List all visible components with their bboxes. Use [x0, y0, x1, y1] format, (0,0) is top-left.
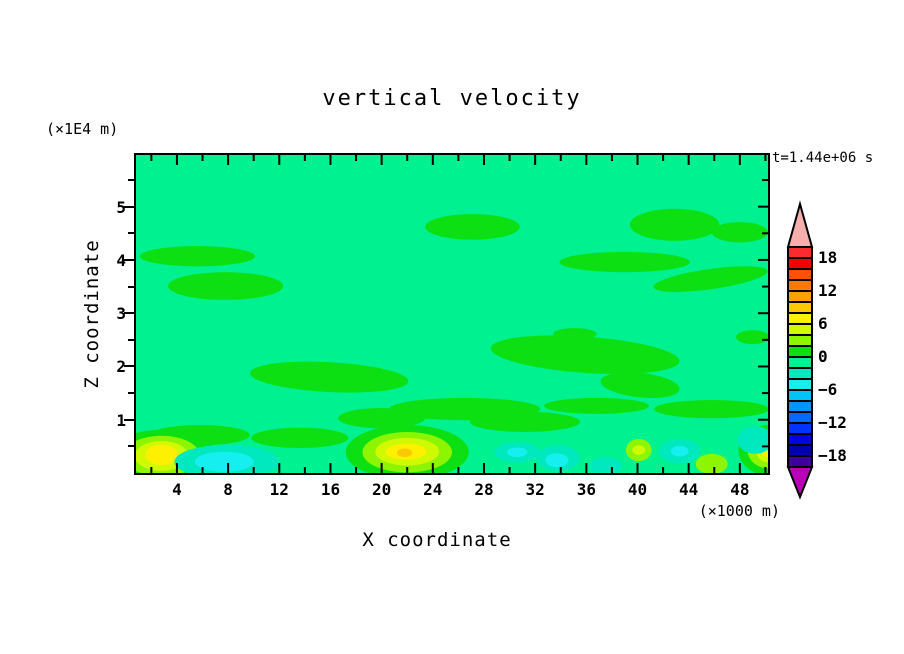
colorbar-segment [787, 422, 813, 435]
x-tick-label: 20 [371, 480, 392, 499]
x-tick-label: 24 [423, 480, 443, 499]
contour-blob [695, 453, 728, 473]
x-tick-label: 36 [576, 480, 596, 499]
x-tick-label: 32 [525, 480, 545, 499]
y-tick-label: 5 [116, 197, 126, 217]
y-tick-label: 1 [116, 410, 126, 430]
y-major-tick [124, 258, 134, 261]
contour-blob [629, 208, 720, 241]
colorbar-segment [787, 433, 813, 446]
contour-blob [711, 222, 768, 243]
contour-blob [653, 266, 768, 292]
x-tick-label: 44 [679, 480, 699, 499]
contour-field [136, 155, 768, 473]
field-background [136, 155, 768, 473]
contour-blob [588, 457, 623, 473]
x-tick-label: 16 [320, 480, 341, 499]
contour-blob [490, 335, 680, 374]
contour-blob [736, 330, 768, 345]
y-major-tick [124, 312, 134, 315]
contour-blob [396, 448, 413, 458]
x-axis-units-label: (×1000 m) [698, 502, 780, 520]
colorbar-segment [787, 367, 813, 380]
contour-blob [654, 400, 768, 419]
colorbar-label: −6 [818, 380, 838, 399]
contour-blob [545, 453, 569, 468]
colorbar-segment [787, 301, 813, 314]
contour-blob [139, 246, 255, 267]
contour-blob [469, 411, 580, 432]
x-axis-title: X coordinate [362, 529, 512, 551]
y-minor-tick [128, 338, 134, 341]
colorbar-segment [787, 411, 813, 424]
time-label: t=1.44e+06 s [772, 150, 874, 166]
contour-blob [632, 445, 646, 455]
colorbar-segment [787, 356, 813, 369]
colorbar-label: 12 [818, 281, 838, 300]
y-tick-label: 3 [116, 304, 126, 324]
y-major-tick [124, 365, 134, 368]
colorbar [786, 200, 814, 500]
colorbar-segment [787, 290, 813, 303]
y-minor-tick [128, 232, 134, 235]
contour-blob [338, 408, 426, 429]
contour-blob [737, 426, 768, 454]
x-tick-label: 8 [223, 480, 233, 499]
y-tick-label: 2 [116, 357, 126, 377]
contour-blob [670, 445, 689, 457]
contour-blob [251, 427, 349, 448]
colorbar-over-arrow [786, 200, 814, 248]
colorbar-segment [787, 246, 813, 259]
x-tick-label: 4 [172, 480, 182, 499]
colorbar-segment [787, 312, 813, 325]
contour-blob [600, 372, 680, 398]
chart-title: vertical velocity [322, 86, 582, 111]
x-tick-label: 12 [269, 480, 289, 499]
colorbar-segment [787, 378, 813, 391]
plot-area [134, 153, 770, 475]
colorbar-label: −18 [818, 446, 847, 465]
y-minor-tick [128, 285, 134, 288]
contour-blob [559, 251, 690, 273]
colorbar-segment [787, 389, 813, 402]
x-tick-label: 48 [730, 480, 750, 499]
y-tick-label: 4 [116, 250, 126, 270]
colorbar-segment [787, 257, 813, 270]
colorbar-under-arrow [786, 466, 814, 500]
contour-blob [194, 451, 254, 472]
colorbar-segment [787, 400, 813, 413]
contour-blob [249, 361, 409, 393]
contour-blob [167, 272, 284, 300]
y-minor-tick [128, 392, 134, 395]
colorbar-label: 18 [818, 248, 838, 267]
y-axis-units-label: (×1E4 m) [46, 120, 119, 138]
colorbar-segment [787, 268, 813, 281]
colorbar-label: 0 [818, 347, 828, 366]
colorbar-label: 6 [818, 314, 828, 333]
y-minor-tick [128, 179, 134, 182]
x-tick-label: 40 [627, 480, 648, 499]
contour-blob [507, 447, 528, 458]
colorbar-segment [787, 444, 813, 457]
y-major-tick [124, 205, 134, 208]
y-minor-tick [128, 445, 134, 448]
colorbar-segment [787, 323, 813, 336]
colorbar-label: −12 [818, 413, 847, 432]
colorbar-segment [787, 345, 813, 358]
x-tick-label: 28 [474, 480, 494, 499]
contour-blob [544, 397, 650, 414]
y-major-tick [124, 418, 134, 421]
colorbar-segment [787, 334, 813, 347]
contour-blob [144, 444, 179, 466]
colorbar-segment [787, 279, 813, 292]
colorbar-segment [787, 455, 813, 468]
contour-blob [425, 214, 520, 240]
